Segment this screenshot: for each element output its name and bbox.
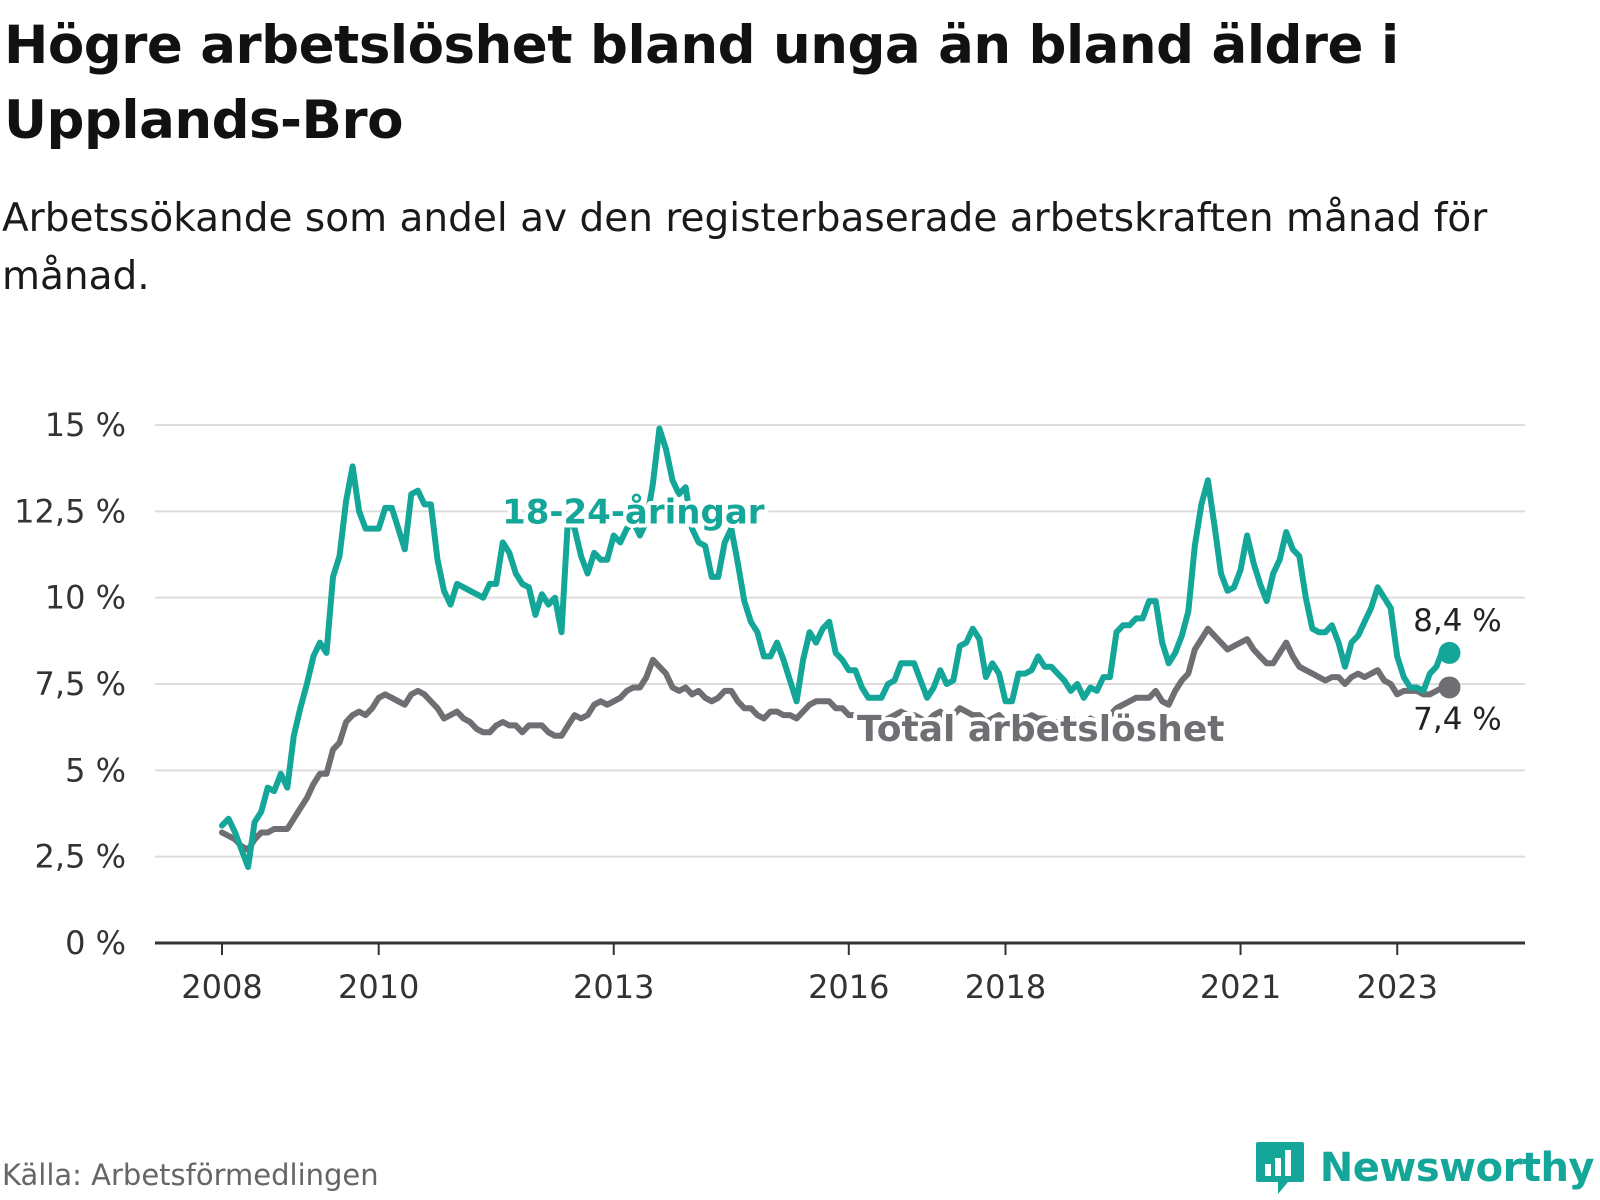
brand-name: Newsworthy <box>1319 1145 1595 1191</box>
end-point-total <box>1438 676 1461 699</box>
chart-title: Högre arbetslöshet bland unga än bland ä… <box>4 15 1399 151</box>
series-line-total <box>219 625 1453 853</box>
brand-logo: Newsworthy <box>1254 1140 1595 1196</box>
x-tick-label: 2016 <box>808 968 889 1006</box>
annotation-total: Total arbetslöshet <box>857 709 1225 750</box>
x-tick-label: 2018 <box>965 968 1046 1006</box>
x-tick-label: 2021 <box>1200 968 1281 1006</box>
gridlines <box>155 424 1525 858</box>
series-lines <box>219 425 1453 870</box>
y-tick-label: 10 % <box>45 579 126 617</box>
y-tick-label: 5 % <box>65 751 126 789</box>
chart-subtitle: Arbetssökande som andel av den registerb… <box>2 196 1488 299</box>
y-tick-label: 2,5 % <box>35 838 126 876</box>
series-line-youth <box>219 425 1453 870</box>
end-label-youth: 8,4 % <box>1413 603 1502 639</box>
y-tick-label: 7,5 % <box>35 665 126 703</box>
end-label-total: 7,4 % <box>1413 701 1502 737</box>
y-axis-labels: 0 % 2,5 % 5 % 7,5 % 10 % 12,5 % 15 % <box>14 406 126 962</box>
y-tick-label: 15 % <box>45 406 126 444</box>
x-tick-label: 2008 <box>181 968 262 1006</box>
x-axis: 2008 2010 2013 2016 2018 2021 2023 <box>155 941 1525 1006</box>
annotation-youth: 18-24-åringar <box>502 492 765 532</box>
source-note: Källa: Arbetsförmedlingen <box>2 1158 379 1192</box>
x-tick-label: 2023 <box>1357 968 1438 1006</box>
x-tick-label: 2010 <box>338 968 419 1006</box>
end-point-youth <box>1438 641 1461 664</box>
series-annotations: 18-24-åringar Total arbetslöshet <box>498 488 1228 754</box>
y-tick-label: 0 % <box>65 924 126 962</box>
end-markers: 8,4 % 7,4 % <box>1410 600 1505 741</box>
y-tick-label: 12,5 % <box>14 492 126 530</box>
newsworthy-logo-icon <box>1255 1142 1304 1194</box>
x-tick-label: 2013 <box>573 968 654 1006</box>
